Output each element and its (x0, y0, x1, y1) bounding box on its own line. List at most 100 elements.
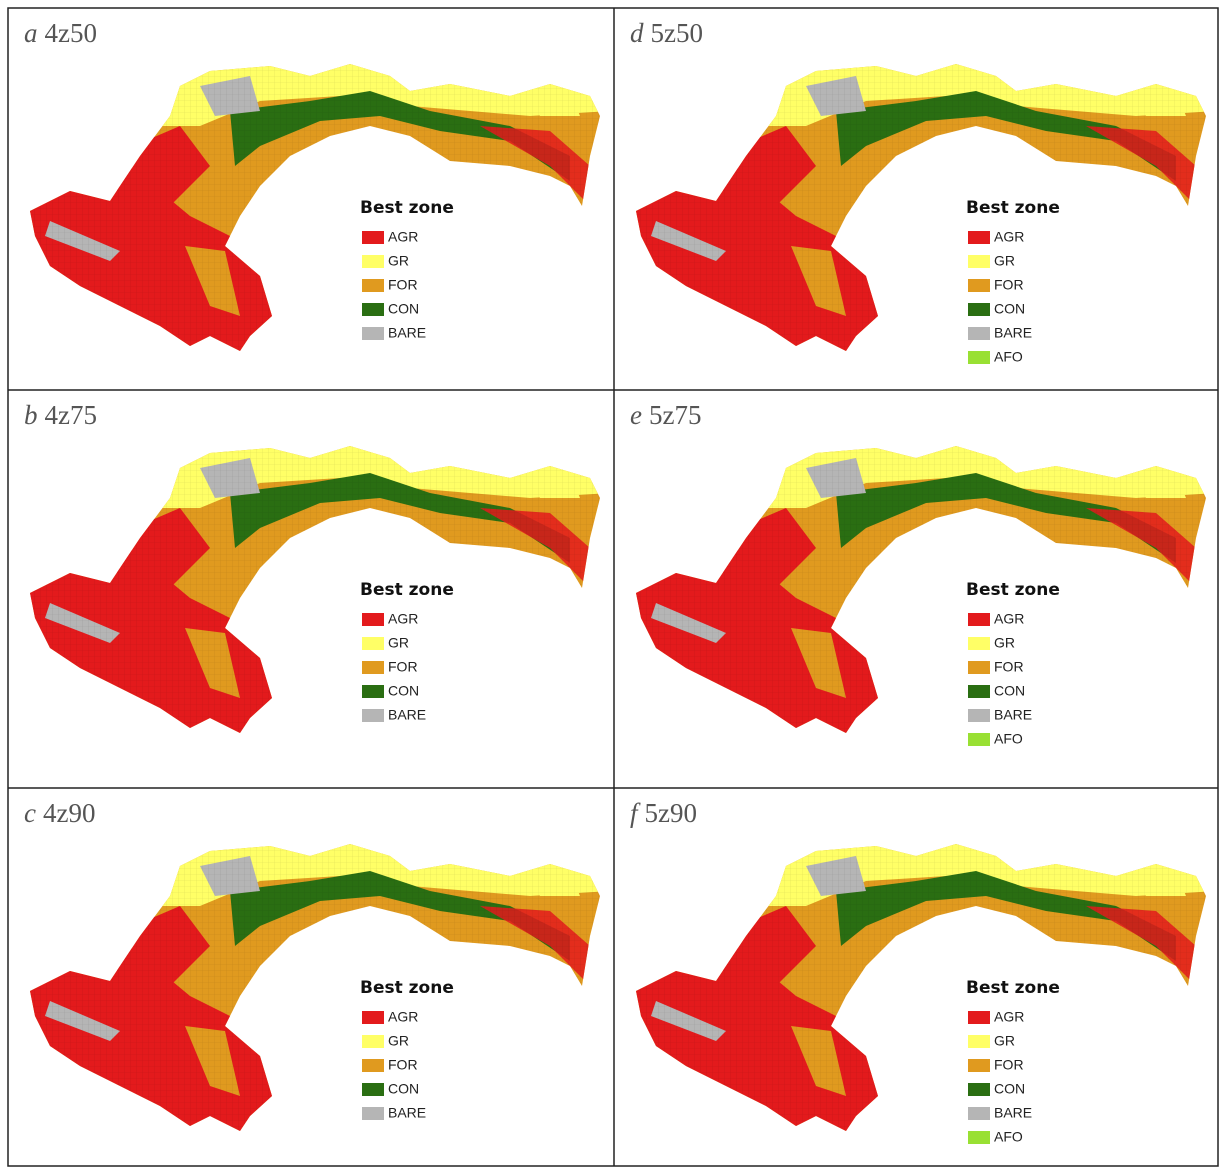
legend-swatch (362, 1011, 384, 1024)
legend-swatch (362, 1107, 384, 1120)
legend-label: AGR (994, 611, 1024, 627)
map (10, 398, 610, 738)
legend-swatch (968, 661, 990, 674)
legend-title: Best zone (360, 580, 454, 600)
legend-label: GR (388, 635, 409, 651)
legend-swatch (362, 1059, 384, 1072)
legend: Best zone AGR GR FOR CON BARE AFO (966, 978, 1060, 1145)
legend-label: BARE (994, 707, 1032, 723)
legend-label: AFO (994, 731, 1023, 747)
legend-label: AGR (388, 1009, 418, 1025)
legend-swatch (968, 1083, 990, 1096)
map (10, 796, 610, 1136)
panel-code: 4z90 (43, 798, 95, 828)
legend-swatch (362, 637, 384, 650)
map (616, 398, 1216, 738)
legend-swatch (968, 1011, 990, 1024)
panel-code: 5z75 (649, 400, 701, 430)
legend-label: FOR (388, 1057, 418, 1073)
legend-label: GR (994, 1033, 1015, 1049)
panel-code: 4z50 (45, 18, 97, 48)
legend-swatch (968, 1131, 990, 1144)
panel-code: 5z50 (651, 18, 703, 48)
legend: Best zone AGR GR FOR CON BARE (360, 978, 454, 1121)
legend-label: BARE (388, 325, 426, 341)
legend-label: BARE (388, 707, 426, 723)
legend-swatch (968, 279, 990, 292)
legend-swatch (362, 661, 384, 674)
legend-swatch (362, 327, 384, 340)
panel-code: 5z90 (645, 798, 697, 828)
legend-label: FOR (388, 277, 418, 293)
legend-label: AFO (994, 1129, 1023, 1145)
legend-swatch (968, 231, 990, 244)
legend-label: CON (994, 1081, 1025, 1097)
legend-title: Best zone (360, 198, 454, 218)
legend-label: AGR (388, 229, 418, 245)
map (10, 16, 610, 356)
legend-label: CON (994, 301, 1025, 317)
legend-swatch (362, 279, 384, 292)
legend-swatch (362, 1035, 384, 1048)
panel-letter: c (24, 798, 36, 828)
legend-label: FOR (994, 1057, 1024, 1073)
legend-swatch (362, 255, 384, 268)
legend-swatch (968, 613, 990, 626)
legend-swatch (362, 1083, 384, 1096)
panel-letter: a (24, 18, 38, 48)
panel-letter: e (630, 400, 642, 430)
legend-label: BARE (388, 1105, 426, 1121)
legend-swatch (968, 327, 990, 340)
legend-label: CON (388, 301, 419, 317)
legend-swatch (968, 637, 990, 650)
legend-swatch (968, 1107, 990, 1120)
legend-title: Best zone (360, 978, 454, 998)
legend-swatch (362, 613, 384, 626)
figure: a4z50 Best zone AGR GR FOR CON BARE d5z50 Best z… (0, 0, 1224, 1169)
panel-letter: b (24, 400, 38, 430)
legend-label: FOR (994, 277, 1024, 293)
legend-swatch (968, 1035, 990, 1048)
legend-label: GR (388, 253, 409, 269)
legend-label: AGR (388, 611, 418, 627)
legend-swatch (362, 303, 384, 316)
legend-title: Best zone (966, 580, 1060, 600)
legend-label: CON (388, 683, 419, 699)
legend-label: GR (388, 1033, 409, 1049)
legend-swatch (968, 685, 990, 698)
legend-swatch (362, 685, 384, 698)
legend-label: BARE (994, 1105, 1032, 1121)
panel-code: 4z75 (45, 400, 97, 430)
legend-swatch (968, 1059, 990, 1072)
legend-label: GR (994, 635, 1015, 651)
legend-swatch (362, 231, 384, 244)
legend-label: AGR (994, 229, 1024, 245)
map (616, 16, 1216, 356)
legend-swatch (362, 709, 384, 722)
panel-letter: f (630, 798, 641, 828)
legend-label: AGR (994, 1009, 1024, 1025)
legend-swatch (968, 351, 990, 364)
legend-label: CON (388, 1081, 419, 1097)
legend-swatch (968, 255, 990, 268)
legend-swatch (968, 303, 990, 316)
legend-label: GR (994, 253, 1015, 269)
legend-title: Best zone (966, 978, 1060, 998)
legend-label: CON (994, 683, 1025, 699)
legend-title: Best zone (966, 198, 1060, 218)
